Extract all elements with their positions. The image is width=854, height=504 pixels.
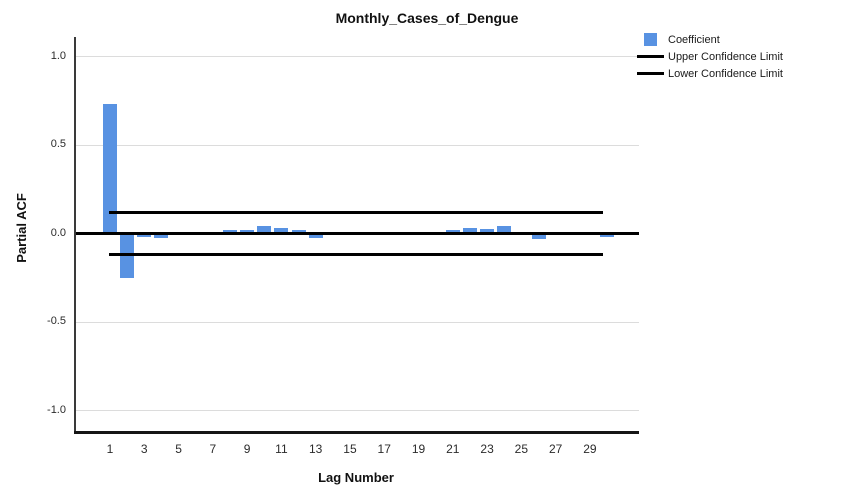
gridline <box>74 321 639 323</box>
legend-label: Upper Confidence Limit <box>668 50 783 63</box>
x-axis-line <box>74 431 639 434</box>
x-axis-title: Lag Number <box>318 470 394 485</box>
bar-lag-22 <box>462 228 477 234</box>
upper-confidence-line-icon <box>637 55 664 58</box>
bar-lag-4 <box>154 233 169 238</box>
y-tick-label: 0.0 <box>50 226 66 239</box>
x-tick-label: 3 <box>140 442 148 456</box>
bar-lag-23 <box>480 229 495 234</box>
x-tick-label: 11 <box>275 442 288 456</box>
gridline <box>74 410 639 411</box>
bar-lag-21 <box>445 229 460 234</box>
y-tick-label: 1.0 <box>50 49 66 62</box>
bar-lag-11 <box>274 228 289 234</box>
x-tick-label: 13 <box>308 442 323 456</box>
y-tick-label: 0.5 <box>50 138 66 150</box>
x-tick-label: 21 <box>446 442 460 456</box>
bar-lag-24 <box>497 226 512 234</box>
y-tick-label: -0.5 <box>47 315 66 327</box>
x-tick-label: 9 <box>243 442 251 456</box>
lower-confidence-line-icon <box>637 72 664 75</box>
x-tick-label: 1 <box>106 442 114 456</box>
bar-lag-10 <box>257 225 272 234</box>
bar-lag-9 <box>240 229 255 234</box>
legend-item-coefficient: Coefficient <box>636 31 783 48</box>
bar-lag-26 <box>531 233 546 239</box>
bar-lag-12 <box>291 229 306 234</box>
x-tick-label: 25 <box>514 442 529 456</box>
bar-lag-1 <box>103 104 117 234</box>
lower-confidence-line <box>109 253 603 257</box>
legend-item-upper-confidence-limit: Upper Confidence Limit <box>636 48 783 65</box>
plot-area <box>74 37 639 434</box>
upper-confidence-line <box>109 210 603 214</box>
y-axis-line <box>74 37 76 433</box>
x-tick-label: 5 <box>175 442 182 456</box>
x-tick-label: 23 <box>480 442 494 456</box>
x-tick-label: 19 <box>411 442 426 456</box>
y-tick-label: -1.0 <box>47 403 66 416</box>
zero-line <box>74 232 639 235</box>
gridline <box>74 144 639 146</box>
bar-lag-8 <box>222 229 237 234</box>
x-tick-label: 29 <box>583 442 597 456</box>
x-tick-label: 15 <box>343 442 357 456</box>
bar-lag-3 <box>137 233 152 238</box>
bar-lag-30 <box>600 233 615 238</box>
coefficient-swatch-icon <box>644 33 657 46</box>
legend-label: Coefficient <box>668 33 720 46</box>
x-tick-label: 27 <box>548 442 563 456</box>
chart-title: Monthly_Cases_of_Dengue <box>335 10 519 26</box>
legend-item-lower-confidence-limit: Lower Confidence Limit <box>636 65 783 82</box>
legend: Coefficient Upper Confidence Limit Lower… <box>636 31 783 82</box>
x-tick-label: 17 <box>377 442 391 456</box>
bar-lag-13 <box>308 233 323 238</box>
gridline <box>74 56 639 57</box>
legend-label: Lower Confidence Limit <box>668 67 783 80</box>
x-tick-label: 7 <box>209 442 217 456</box>
